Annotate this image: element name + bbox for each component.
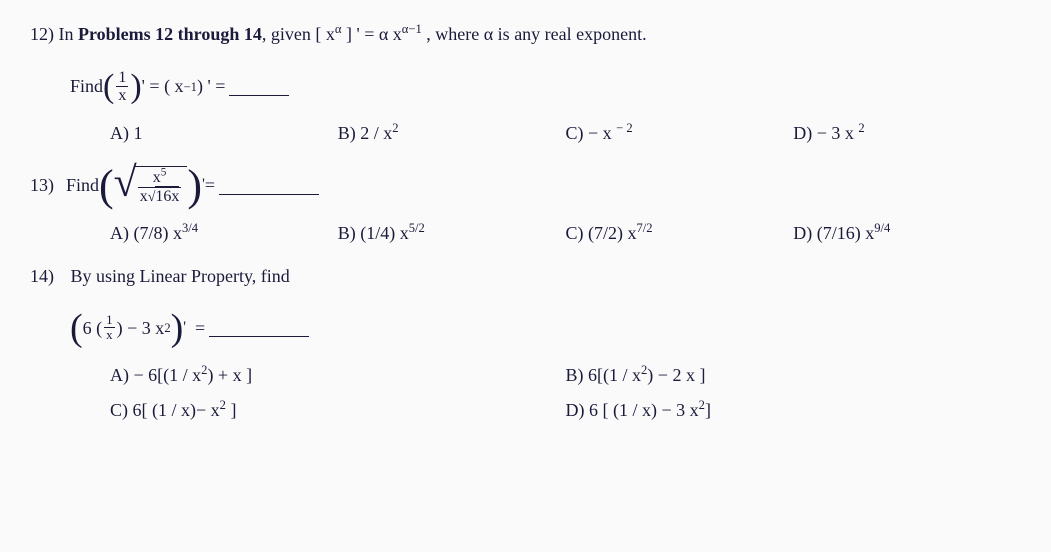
q13-b-exp: 5/2 — [409, 221, 425, 235]
q13-c-exp: 7/2 — [637, 221, 653, 235]
intro-range: Problems 12 through 14 — [78, 24, 262, 44]
q13-expression: 13) Find ( √ x5 x√16x ) ' = — [30, 166, 1021, 206]
q14-intro: By using Linear Property, find — [71, 266, 290, 286]
q14-b-text: B) 6[(1 / x — [566, 365, 642, 385]
q14-c-text: C) 6[ (1 / x)− x — [110, 400, 220, 420]
q12-b-text: B) 2 / x — [338, 123, 393, 143]
q14-options: A) − 6[(1 / x2) + x ] B) 6[(1 / x2) − 2 … — [110, 361, 1021, 431]
q13-a-exp: 3/4 — [182, 221, 198, 235]
intro-mid: ] ' = α x — [341, 24, 401, 44]
q14-d-text: D) 6 [ (1 / x) − 3 x — [566, 400, 699, 420]
intro-given: , given [ x — [262, 24, 335, 44]
q13-blank — [219, 176, 319, 195]
q14-option-c: C) 6[ (1 / x)− x2 ] — [110, 396, 566, 425]
q12-option-b: B) 2 / x2 — [338, 119, 566, 148]
q13-option-a: A) (7/8) x3/4 — [110, 219, 338, 248]
intro-alpha-minus: α−1 — [402, 22, 422, 36]
q13-inner-den-x: x — [140, 188, 148, 205]
q12-option-a: A) 1 — [110, 119, 338, 148]
q14-expr-post: ) − 3 x — [117, 314, 165, 343]
paren-close: ) — [130, 70, 141, 104]
q12-expression: Find ( 1 x ) ' = ( x−1 ) ' = — [70, 69, 1021, 105]
intro-lead: In — [59, 24, 79, 44]
q13-paren-open: ( — [99, 166, 114, 206]
q13-outer-sqrt: √ x5 x√16x — [114, 166, 188, 205]
q14-expression: ( 6 (1x) − 3 x2 ) ' = — [70, 309, 1021, 347]
q13-a-text: A) (7/8) x — [110, 223, 182, 243]
q14-frac-num: 1 — [104, 313, 115, 328]
q13-d-text: D) (7/16) x — [793, 223, 874, 243]
q13-paren-close: ) — [187, 166, 202, 206]
q12-c-exp: − 2 — [616, 121, 633, 135]
q14-d-tail: ] — [705, 400, 711, 420]
q12-fraction: 1 x — [116, 69, 128, 105]
q14-option-d: D) 6 [ (1 / x) − 3 x2] — [566, 396, 1022, 425]
q14-expr-pre: 6 ( — [83, 314, 103, 343]
q13-number: 13) — [30, 171, 66, 200]
q13-eq: = — [205, 171, 215, 200]
q14-option-b: B) 6[(1 / x2) − 2 x ] — [566, 361, 1022, 390]
q12-a-text: A) 1 — [110, 123, 143, 143]
q12-option-d: D) − 3 x 2 — [793, 119, 1021, 148]
q14-prime: ' — [183, 316, 186, 340]
q12-frac-den: x — [116, 87, 128, 105]
q13-inner-frac: x5 x√16x — [138, 169, 182, 205]
q14-option-a: A) − 6[(1 / x2) + x ] — [110, 361, 566, 390]
q12-frac-num: 1 — [116, 69, 128, 88]
q14-c-tail: ] — [226, 400, 237, 420]
q14-intro-row: 14) By using Linear Property, find — [30, 262, 1021, 291]
q13-inner-den-rad: 16x — [155, 186, 179, 205]
q14-frac-den: x — [104, 328, 115, 342]
q12-c-text: C) − x — [566, 123, 617, 143]
q13-option-c: C) (7/2) x7/2 — [566, 219, 794, 248]
q13-sqrt-content: x5 x√16x — [134, 166, 188, 205]
q14-a-text: A) − 6[(1 / x — [110, 365, 201, 385]
q12-find: Find — [70, 72, 103, 101]
intro-tail: , where α is any real exponent. — [422, 24, 647, 44]
q13-options: A) (7/8) x3/4 B) (1/4) x5/2 C) (7/2) x7/… — [110, 219, 1021, 248]
q14-paren-open: ( — [70, 309, 83, 347]
q12-d-exp: 2 — [858, 121, 864, 135]
q14-eq: = — [195, 314, 205, 343]
q13-inner-num: x5 — [138, 169, 182, 188]
q12-number: 12) — [30, 24, 54, 44]
q13-option-b: B) (1/4) x5/2 — [338, 219, 566, 248]
q14-small-frac: 1x — [104, 313, 115, 343]
q12-option-c: C) − x − 2 — [566, 119, 794, 148]
q14-a-tail: ) + x ] — [207, 365, 252, 385]
q14-paren-close: ) — [171, 309, 184, 347]
q12-blank — [229, 77, 289, 96]
paren-open: ( — [103, 70, 114, 104]
q13-inner-num-base: x — [153, 169, 161, 186]
q12-eq1: ' = ( x — [142, 72, 184, 101]
q12-eq2: ) ' = — [197, 72, 225, 101]
q14-number: 14) — [30, 262, 66, 291]
q13-inner-num-exp: 5 — [161, 167, 167, 179]
q13-b-text: B) (1/4) x — [338, 223, 409, 243]
q13-option-d: D) (7/16) x9/4 — [793, 219, 1021, 248]
q13-c-text: C) (7/2) x — [566, 223, 637, 243]
q12-d-text: D) − 3 x — [793, 123, 858, 143]
q13-inner-den: x√16x — [138, 188, 182, 206]
q14-blank — [209, 318, 309, 337]
q14-b-tail: ) − 2 x ] — [647, 365, 705, 385]
q13-find: Find — [66, 171, 99, 200]
q13-d-exp: 9/4 — [874, 221, 890, 235]
q12-options: A) 1 B) 2 / x2 C) − x − 2 D) − 3 x 2 — [110, 119, 1021, 148]
q12-b-exp: 2 — [392, 121, 398, 135]
problem-12-intro: 12) In Problems 12 through 14, given [ x… — [30, 20, 1021, 49]
